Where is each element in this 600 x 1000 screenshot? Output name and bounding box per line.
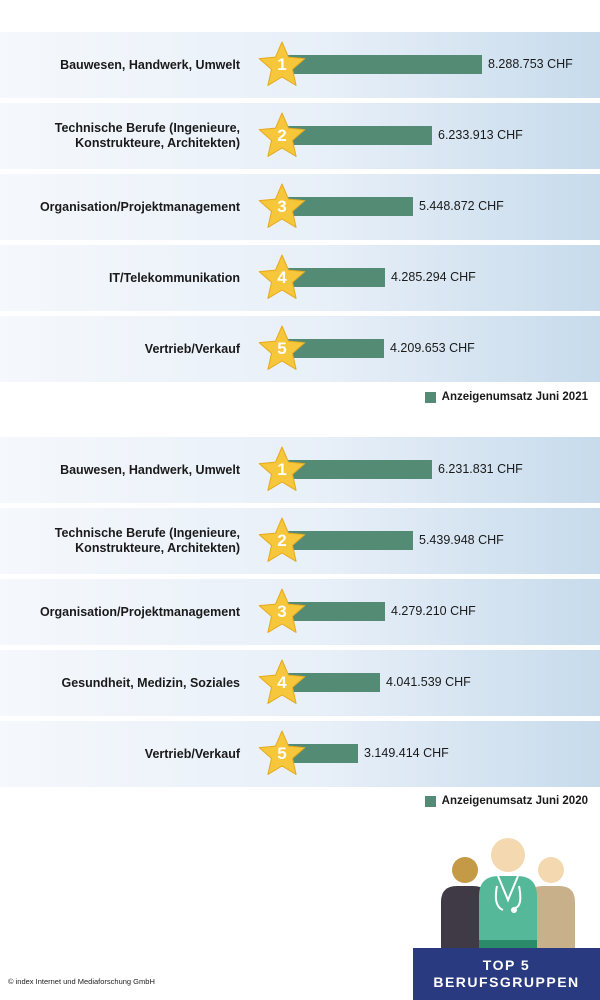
rank-number: 4 <box>277 268 287 287</box>
rank-star-icon: 4 <box>257 253 307 303</box>
people-icon <box>441 838 575 950</box>
bar <box>282 126 432 145</box>
rank-number: 1 <box>277 460 287 479</box>
rank-star-icon: 4 <box>257 658 307 708</box>
rank-star-icon: 5 <box>257 729 307 779</box>
category-label: Organisation/Projektmanagement <box>39 604 240 619</box>
rank-star-icon: 5 <box>257 324 307 374</box>
top5-badge: TOP 5 BERUFSGRUPPEN <box>413 810 600 1000</box>
bar <box>282 602 385 621</box>
bar <box>282 339 384 358</box>
bar-row: Bauwesen, Handwerk, Umwelt 8.288.753 CHF 1 <box>0 32 600 98</box>
value-label: 4.041.539 CHF <box>386 675 471 689</box>
bar <box>282 673 380 692</box>
category-label: Bauwesen, Handwerk, Umwelt <box>60 57 240 72</box>
value-label: 4.285.294 CHF <box>391 270 476 284</box>
legend-swatch <box>424 391 436 403</box>
category-label: Organisation/Projektmanagement <box>39 199 240 214</box>
category-label: IT/Telekommunikation <box>108 270 240 285</box>
bar-row: Technische Berufe (Ingenieure, Konstrukt… <box>0 508 600 574</box>
bar-row: Bauwesen, Handwerk, Umwelt 6.231.831 CHF 1 <box>0 437 600 503</box>
category-label: Vertrieb/Verkauf <box>144 746 240 761</box>
legend-label: Anzeigenumsatz Juni 2021 <box>441 391 588 403</box>
bar <box>282 460 432 479</box>
rank-number: 5 <box>277 339 287 358</box>
value-label: 5.439.948 CHF <box>419 533 504 547</box>
rank-star-icon: 2 <box>257 111 307 161</box>
rank-number: 2 <box>277 126 287 145</box>
legend-label: Anzeigenumsatz Juni 2020 <box>441 795 588 807</box>
rank-star-icon: 1 <box>257 445 307 495</box>
bar <box>282 531 413 550</box>
rank-star-icon: 3 <box>257 587 307 637</box>
bar-row: Vertrieb/Verkauf 4.209.653 CHF 5 <box>0 316 600 382</box>
bar-row: Gesundheit, Medizin, Soziales 4.041.539 C… <box>0 650 600 716</box>
bar-row: Vertrieb/Verkauf 3.149.414 CHF 5 <box>0 721 600 787</box>
legend-2021: Anzeigenumsatz Juni 2021 <box>424 391 588 403</box>
copyright-notice: © index Internet und Mediaforschung GmbH <box>8 977 155 986</box>
badge-line1: TOP 5 <box>482 957 531 973</box>
rank-number: 4 <box>277 673 287 692</box>
rank-number: 5 <box>277 744 287 763</box>
value-label: 6.231.831 CHF <box>438 462 523 476</box>
bar <box>282 55 482 74</box>
value-label: 3.149.414 CHF <box>364 746 449 760</box>
badge-label: TOP 5 BERUFSGRUPPEN <box>413 948 600 1000</box>
legend-swatch <box>424 795 436 807</box>
bar <box>282 197 413 216</box>
rank-number: 3 <box>277 197 287 216</box>
category-label: Technische Berufe (Ingenieure, Konstrukt… <box>54 121 240 150</box>
rank-number: 2 <box>277 531 287 550</box>
rank-star-icon: 1 <box>257 40 307 90</box>
rank-number: 1 <box>277 55 287 74</box>
rank-number: 3 <box>277 602 287 621</box>
rank-star-icon: 2 <box>257 516 307 566</box>
category-label: Bauwesen, Handwerk, Umwelt <box>60 462 240 477</box>
value-label: 4.279.210 CHF <box>391 604 476 618</box>
category-label: Technische Berufe (Ingenieure, Konstrukt… <box>54 526 240 555</box>
bar-row: Organisation/Projektmanagement 4.279.210 … <box>0 579 600 645</box>
value-label: 4.209.653 CHF <box>390 341 475 355</box>
bar-row: Technische Berufe (Ingenieure, Konstrukt… <box>0 103 600 169</box>
value-label: 6.233.913 CHF <box>438 128 523 142</box>
bar-row: IT/Telekommunikation 4.285.294 CHF 4 <box>0 245 600 311</box>
category-label: Vertrieb/Verkauf <box>144 341 240 356</box>
rank-star-icon: 3 <box>257 182 307 232</box>
category-label: Gesundheit, Medizin, Soziales <box>61 675 240 690</box>
bar-row: Organisation/Projektmanagement 5.448.872 … <box>0 174 600 240</box>
value-label: 5.448.872 CHF <box>419 199 504 213</box>
bar <box>282 268 385 287</box>
value-label: 8.288.753 CHF <box>488 57 573 71</box>
badge-line2: BERUFSGRUPPEN <box>433 974 580 990</box>
legend-2020: Anzeigenumsatz Juni 2020 <box>424 795 588 807</box>
